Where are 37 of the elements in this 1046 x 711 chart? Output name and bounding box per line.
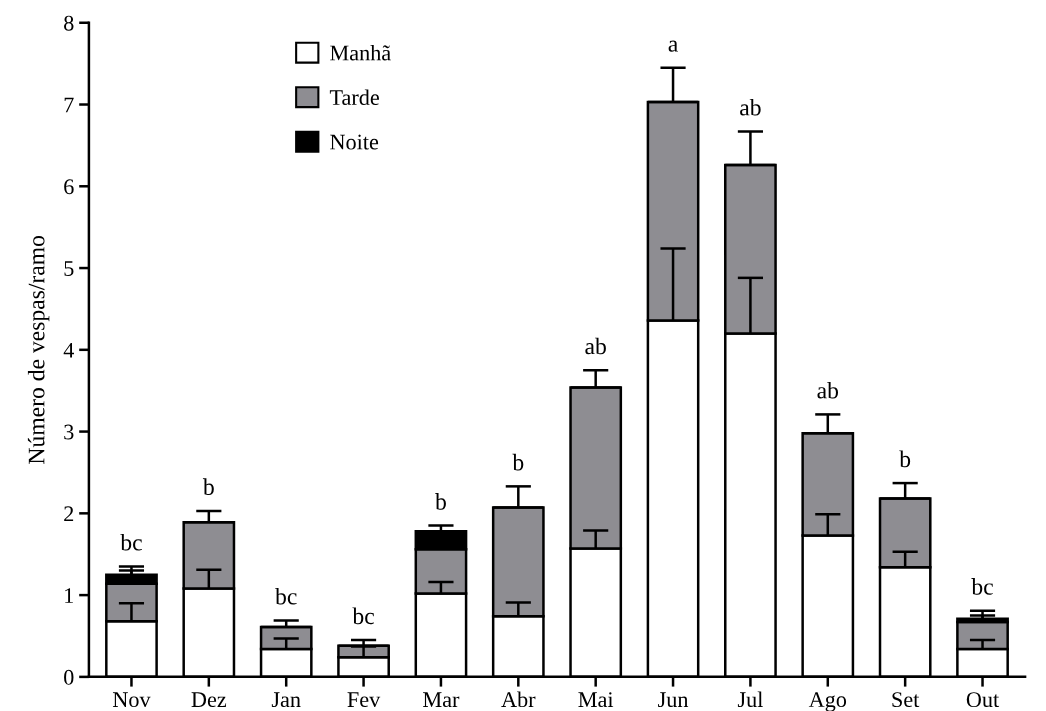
y-axis-title: Número de vespas/ramo bbox=[27, 235, 50, 464]
annotation: a bbox=[668, 40, 678, 52]
y-tick-label: 3 bbox=[64, 424, 74, 440]
annotation: bc bbox=[352, 607, 374, 625]
x-tick-label: Set bbox=[892, 692, 920, 708]
annotation: b bbox=[512, 453, 524, 471]
y-tick-label: 0 bbox=[64, 669, 74, 685]
x-tick-label: Mar bbox=[423, 692, 460, 708]
x-tick-label: Dez bbox=[191, 692, 227, 708]
annotation: ab bbox=[740, 98, 761, 116]
x-tick-label: Abr bbox=[501, 691, 536, 708]
y-tick-label: 2 bbox=[64, 506, 74, 522]
legend-label: Noite bbox=[330, 134, 379, 150]
y-tick-label: 1 bbox=[65, 588, 73, 603]
annotation: b bbox=[899, 450, 911, 468]
x-tick-label: Nov bbox=[112, 692, 151, 708]
annotation: ab bbox=[817, 381, 839, 399]
x-tick-label: Out bbox=[966, 692, 1000, 708]
y-tick-label: 8 bbox=[64, 15, 74, 31]
annotation: b bbox=[202, 478, 214, 495]
x-tick-label: Jul bbox=[737, 691, 763, 708]
y-tick-label: 4 bbox=[63, 342, 74, 358]
x-tick-label: Mai bbox=[578, 692, 614, 708]
legend-label: Manhã bbox=[330, 44, 391, 61]
x-tick-label: Fev bbox=[347, 692, 381, 708]
annotation: bc bbox=[971, 578, 993, 595]
annotation: b bbox=[435, 493, 446, 510]
legend-label: Tarde bbox=[329, 89, 379, 106]
y-tick-label: 7 bbox=[64, 97, 74, 113]
x-tick-label: Jan bbox=[271, 692, 301, 708]
annotation: ab bbox=[585, 337, 606, 355]
annotation: bc bbox=[275, 587, 297, 605]
y-tick-label: 5 bbox=[64, 261, 74, 276]
y-tick-label: 6 bbox=[64, 179, 74, 195]
x-tick-label: Ago bbox=[808, 692, 847, 711]
annotation: bc bbox=[120, 533, 142, 551]
x-tick-label: Jun bbox=[658, 692, 689, 708]
